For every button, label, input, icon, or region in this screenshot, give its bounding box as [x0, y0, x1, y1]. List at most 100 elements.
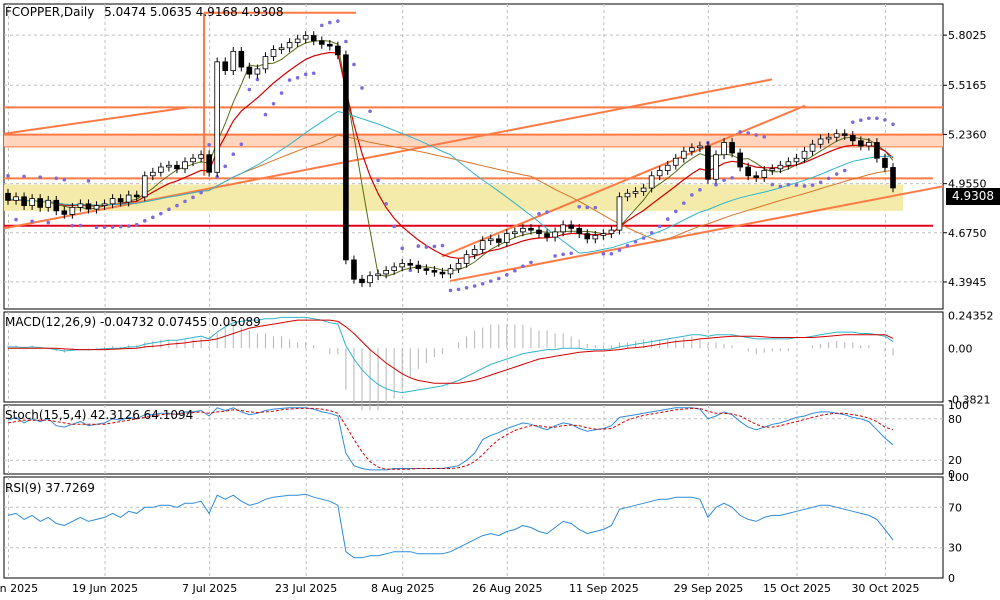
- sar-dot: [239, 142, 244, 147]
- sar-dot: [70, 223, 75, 228]
- candle-body: [592, 234, 599, 240]
- sar-dot: [303, 72, 308, 77]
- channel-line: [449, 185, 944, 282]
- candle-body: [753, 175, 760, 178]
- sar-dot: [714, 182, 718, 187]
- sar-dot: [673, 209, 678, 214]
- candle-body: [310, 35, 317, 42]
- candle-body: [367, 275, 373, 284]
- candle-body: [21, 196, 27, 206]
- candle-body: [809, 143, 816, 152]
- sar-dot: [78, 223, 83, 228]
- sar-dot: [94, 225, 99, 230]
- sar-dot: [344, 39, 348, 44]
- sar-dot: [416, 244, 421, 248]
- candle-body: [882, 157, 888, 168]
- sar-dot: [850, 120, 855, 124]
- sar-dot: [86, 179, 91, 183]
- candle-body: [166, 164, 172, 168]
- candle-body: [504, 233, 510, 243]
- stoch-y-tick-label: 100: [948, 399, 969, 412]
- candle-body: [150, 171, 156, 177]
- candle-body: [270, 49, 277, 57]
- sar-dot: [722, 178, 726, 182]
- sar-dot: [271, 101, 276, 106]
- candle-body: [495, 238, 502, 243]
- candle-body: [190, 157, 196, 163]
- candle-body: [785, 161, 792, 166]
- sar-dot: [472, 284, 477, 288]
- sar-dot: [22, 174, 26, 179]
- candle-body: [608, 229, 615, 235]
- candle-body: [318, 40, 325, 45]
- candle-body: [624, 192, 631, 198]
- candle-body: [849, 135, 856, 142]
- sar-dot: [263, 112, 268, 117]
- sar-dot: [802, 184, 807, 188]
- candle-body: [399, 263, 406, 268]
- stoch-y-tick-label: 20: [948, 454, 962, 467]
- candle-body: [471, 249, 478, 256]
- sar-dot: [38, 175, 42, 179]
- stoch-panel-frame: [3, 404, 944, 475]
- y-tick-label: 4.3945: [948, 276, 987, 289]
- sar-dot: [199, 190, 203, 195]
- sar-dot: [287, 78, 292, 82]
- candle-body: [544, 233, 550, 238]
- current-price-badge: 4.9308: [946, 188, 1000, 205]
- candle-body: [214, 61, 220, 173]
- sar-dot: [754, 133, 759, 137]
- sar-dot: [247, 87, 252, 92]
- candle-body: [246, 66, 253, 75]
- candle-body: [69, 206, 76, 215]
- sar-dot: [818, 180, 823, 185]
- sar-dot: [408, 268, 413, 273]
- candle-body: [817, 138, 824, 145]
- candle-body: [866, 142, 872, 147]
- sar-dot: [151, 215, 155, 220]
- candle-body: [656, 170, 663, 177]
- sar-dot: [62, 177, 67, 182]
- x-tick-label: 15 Oct 2025: [763, 582, 831, 595]
- y-tick-label: 5.2360: [948, 128, 987, 141]
- candle-body: [37, 198, 43, 208]
- candle-body: [294, 38, 301, 43]
- sar-dot: [537, 212, 541, 216]
- sar-dot: [496, 276, 501, 281]
- sar-dot: [54, 176, 59, 181]
- sar-dot: [207, 142, 211, 147]
- sar-dot: [118, 224, 123, 229]
- candle-body: [664, 164, 671, 171]
- candle-body: [600, 233, 607, 236]
- sar-dot: [738, 130, 742, 134]
- sar-dot: [875, 116, 879, 121]
- candle-body: [713, 154, 719, 180]
- candle-body: [335, 45, 341, 56]
- macd-y-tick-label: 0.00: [948, 342, 973, 355]
- candle-body: [632, 191, 639, 194]
- rsi-y-tick-label: 0: [948, 572, 955, 585]
- x-tick-label: 3 Jun 2025: [0, 582, 38, 595]
- candle-body: [93, 205, 100, 210]
- candle-body: [117, 198, 124, 203]
- macd-y-tick-label: -0.3821: [948, 394, 990, 407]
- macd-panel-frame: [3, 311, 944, 403]
- main-panel-frame: [3, 3, 944, 310]
- candle-body: [697, 145, 703, 149]
- sar-dot: [521, 264, 525, 269]
- sar-dot: [134, 222, 139, 227]
- stoch-title: Stoch(15,5,4) 42.3126 64.1094: [5, 408, 194, 422]
- rsi-title: RSI(9) 37.7269: [5, 481, 95, 495]
- sar-dot: [665, 217, 670, 221]
- candle-body: [793, 157, 800, 163]
- sar-dot: [448, 288, 453, 293]
- candle-body: [439, 271, 446, 275]
- sar-dot: [505, 273, 509, 277]
- candle-body: [222, 61, 229, 72]
- candle-body: [141, 175, 148, 198]
- sar-dot: [424, 245, 429, 249]
- candle-body: [101, 203, 108, 206]
- candle-body: [874, 142, 880, 159]
- rsi-y-tick-label: 70: [948, 501, 962, 514]
